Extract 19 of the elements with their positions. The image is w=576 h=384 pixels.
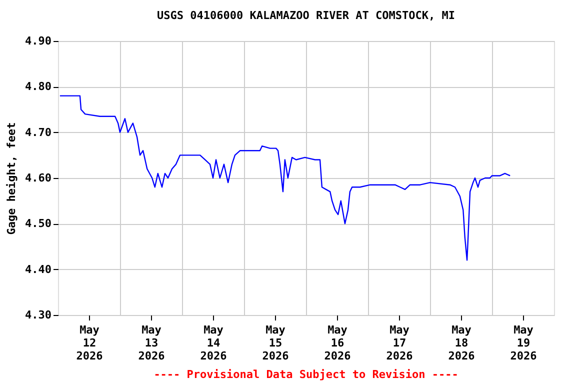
x-tick-label: May 14 2026 — [200, 324, 228, 362]
y-tick-label: 4.90 — [25, 34, 52, 48]
y-axis-title: Gage height, feet — [5, 122, 18, 235]
x-tick-label: May 16 2026 — [324, 324, 352, 362]
chart-title: USGS 04106000 KALAMAZOO RIVER AT COMSTOCK, MI — [156, 9, 456, 22]
x-tick-label: May 19 2026 — [510, 324, 538, 362]
text: ---- Provisional Data Subject to Revision ---- — [154, 368, 458, 381]
line-series — [59, 95, 511, 261]
y-tick-label: 4.30 — [25, 308, 52, 322]
x-tick-label: May 12 2026 — [76, 324, 104, 362]
x-tick-label: May 15 2026 — [262, 324, 290, 362]
y-tick-label: 4.40 — [25, 262, 52, 276]
y-tick-label: 4.60 — [25, 172, 52, 184]
y-tick-label: 4.80 — [25, 80, 52, 94]
x-tick-label: May 17 2026 — [386, 324, 414, 362]
x-tick-label: May 13 2026 — [138, 324, 166, 362]
y-tick-label: 4.70 — [25, 126, 52, 139]
y-tick-label: 4.50 — [25, 217, 52, 230]
x-tick-label: May 18 2026 — [448, 324, 476, 362]
